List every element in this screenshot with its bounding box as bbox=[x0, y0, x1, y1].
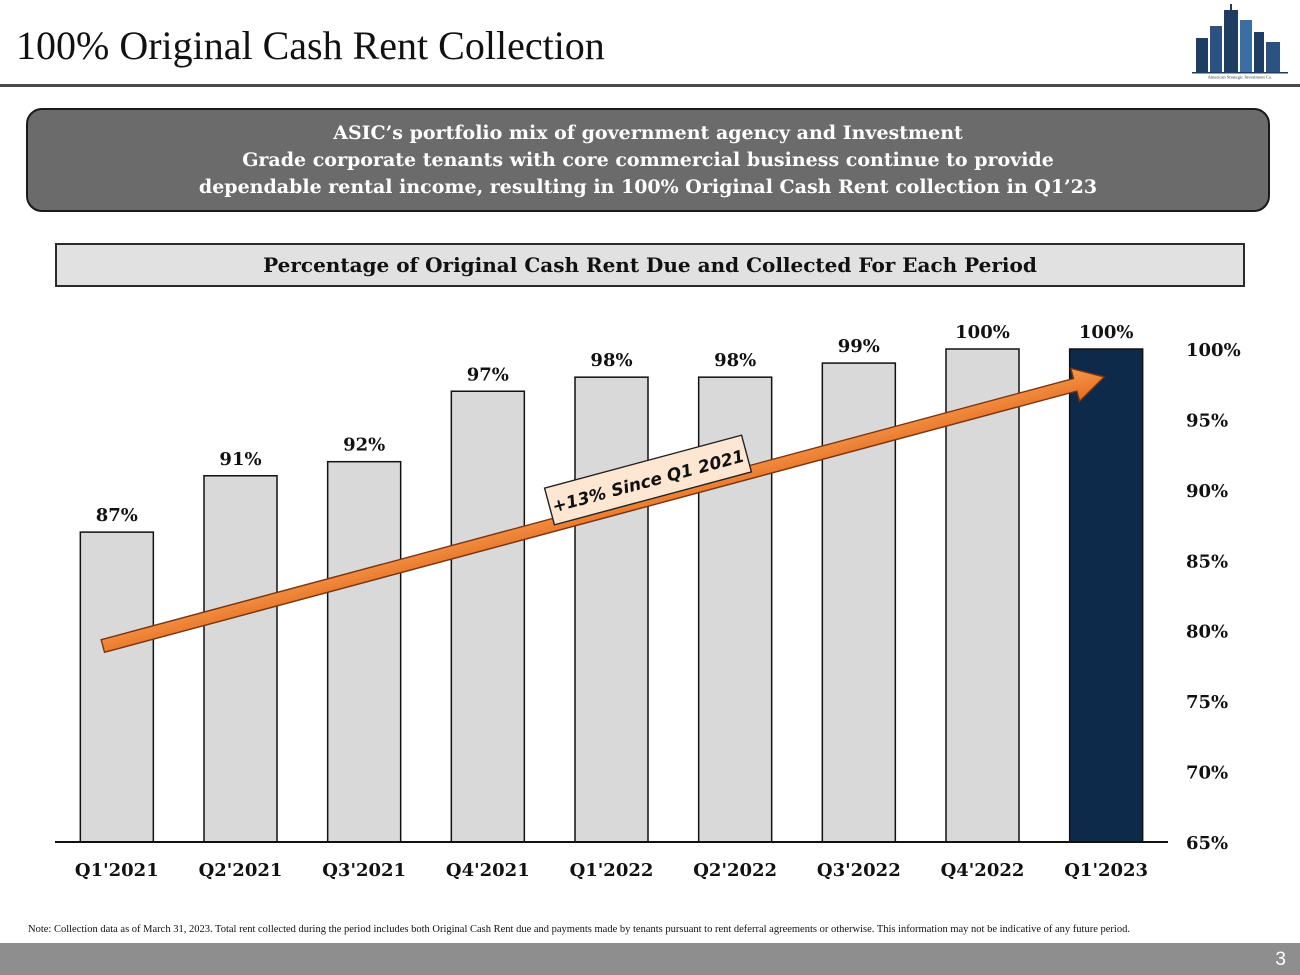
callout-line-3: dependable rental income, resulting in 1… bbox=[198, 175, 1098, 198]
y-tick-label: 95% bbox=[1186, 410, 1228, 431]
summary-callout: ASIC’s portfolio mix of government agenc… bbox=[26, 108, 1270, 212]
city-skyline-logo-icon: American Strategic Investment Co. bbox=[1192, 4, 1288, 80]
footer-bar: 3 bbox=[0, 943, 1300, 975]
x-tick-label: Q4'2021 bbox=[446, 860, 530, 881]
x-tick-label: Q1'2022 bbox=[570, 860, 654, 881]
data-label: 99% bbox=[838, 336, 880, 357]
bar-Q4'2021 bbox=[450, 390, 526, 843]
rent-collection-bar-chart: 87% 91% 92% 97% 98% 98% 99% 100% 100% Q1'2021 Q2'… bbox=[55, 322, 1241, 881]
bar-Q1'2023 bbox=[1068, 348, 1144, 843]
title-divider bbox=[0, 84, 1300, 87]
page-title: 100% Original Cash Rent Collection bbox=[16, 23, 605, 68]
y-tick-label: 70% bbox=[1186, 763, 1228, 784]
chart-title: Percentage of Original Cash Rent Due and… bbox=[55, 243, 1245, 287]
data-label: 100% bbox=[955, 322, 1010, 343]
y-tick-label: 90% bbox=[1186, 481, 1228, 502]
x-tick-label: Q4'2022 bbox=[941, 860, 1025, 881]
y-tick-label: 75% bbox=[1186, 692, 1228, 713]
y-tick-label: 85% bbox=[1186, 551, 1228, 572]
page-number: 3 bbox=[1275, 949, 1286, 970]
y-tick-label: 80% bbox=[1186, 622, 1228, 643]
bar-Q1'2022 bbox=[574, 376, 649, 843]
data-label: 91% bbox=[219, 449, 261, 470]
x-tick-label: Q1'2023 bbox=[1064, 860, 1148, 881]
callout-line-2: Grade corporate tenants with core commer… bbox=[242, 148, 1054, 171]
x-tick-label: Q2'2022 bbox=[693, 860, 777, 881]
x-tick-label: Q3'2022 bbox=[817, 860, 901, 881]
x-tick-label: Q2'2021 bbox=[199, 860, 283, 881]
bar-Q4'2022 bbox=[945, 348, 1020, 843]
y-tick-label: 65% bbox=[1186, 833, 1228, 854]
y-tick-label: 100% bbox=[1186, 340, 1241, 361]
data-label: 100% bbox=[1079, 322, 1134, 343]
x-tick-label: Q3'2021 bbox=[322, 860, 406, 881]
data-label: 87% bbox=[96, 505, 138, 526]
data-label: 98% bbox=[714, 350, 756, 371]
x-tick-label: Q1'2021 bbox=[75, 860, 159, 881]
bar-Q2'2021 bbox=[203, 475, 278, 843]
data-label: 97% bbox=[467, 364, 509, 385]
data-label: 98% bbox=[590, 350, 632, 371]
data-label: 92% bbox=[343, 435, 385, 456]
bar-Q3'2021 bbox=[326, 460, 402, 843]
bar-Q1'2021 bbox=[79, 531, 155, 843]
logo-caption: American Strategic Investment Co. bbox=[1208, 75, 1273, 80]
callout-line-1: ASIC’s portfolio mix of government agenc… bbox=[333, 121, 963, 144]
footnote: Note: Collection data as of March 31, 20… bbox=[28, 924, 1130, 935]
